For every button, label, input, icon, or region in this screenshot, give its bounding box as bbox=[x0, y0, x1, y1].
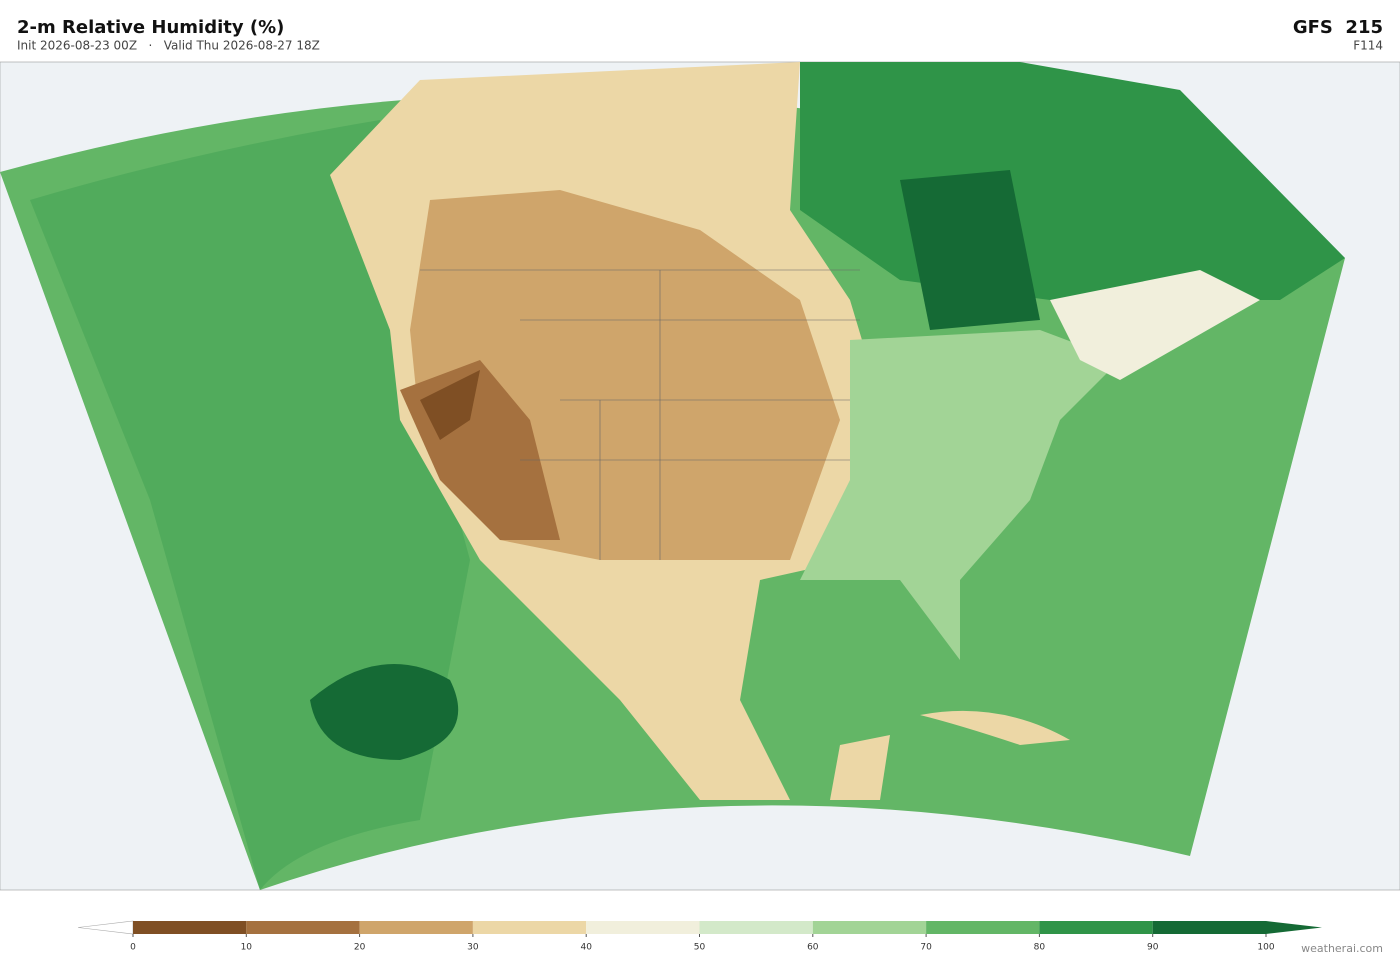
model-label: GFS 215 bbox=[1293, 17, 1383, 38]
colorbar-bin bbox=[246, 921, 360, 934]
colorbar-under bbox=[77, 920, 134, 935]
hudson-region bbox=[900, 170, 1040, 330]
colorbar-tick-label: 50 bbox=[694, 943, 706, 953]
colorbar-bin bbox=[699, 921, 813, 934]
colorbar-tick-label: 10 bbox=[241, 943, 253, 953]
state-borders bbox=[420, 269, 860, 560]
colorbar-tick-label: 80 bbox=[1034, 943, 1046, 953]
new-england bbox=[1050, 270, 1260, 380]
colorbar-tick-label: 100 bbox=[1257, 943, 1274, 953]
land-east bbox=[800, 330, 1120, 660]
great-basin bbox=[420, 370, 480, 440]
yucatan bbox=[830, 735, 890, 800]
colorbar-bin bbox=[1152, 921, 1266, 934]
colorbar: 0 10 20 30 40 50 60 70 80 90 100 bbox=[77, 920, 1322, 953]
colorbar-tick-label: 60 bbox=[807, 943, 819, 953]
colorbar-bin bbox=[812, 921, 927, 934]
map-title: 2-m Relative Humidity (%) bbox=[17, 17, 284, 38]
colorbar-tick-label: 90 bbox=[1147, 943, 1159, 953]
colorbar-bin bbox=[359, 921, 473, 934]
colorbar-tick-label: 40 bbox=[580, 943, 592, 953]
colorbar-bin bbox=[926, 921, 1040, 934]
colorbar-over bbox=[1266, 921, 1322, 934]
colorbar-bin bbox=[133, 921, 247, 934]
ocean-vortex bbox=[310, 664, 459, 760]
forecast-hour: F114 bbox=[1353, 39, 1383, 53]
cuba bbox=[920, 710, 1070, 745]
colorbar-tick-label: 30 bbox=[467, 943, 479, 953]
colorbar-bin bbox=[472, 921, 587, 934]
colorbar-bin bbox=[586, 921, 700, 934]
colorbar-tick-label: 0 bbox=[130, 943, 136, 953]
colorbar-tick-label: 70 bbox=[920, 943, 932, 953]
map-subtitle: Init 2026-08-23 00Z · Valid Thu 2026-08-… bbox=[17, 39, 320, 53]
credit: weatherai.com bbox=[1301, 942, 1383, 955]
colorbar-bin bbox=[1039, 921, 1153, 934]
map bbox=[0, 61, 1400, 891]
colorbar-tick-label: 20 bbox=[354, 943, 366, 953]
